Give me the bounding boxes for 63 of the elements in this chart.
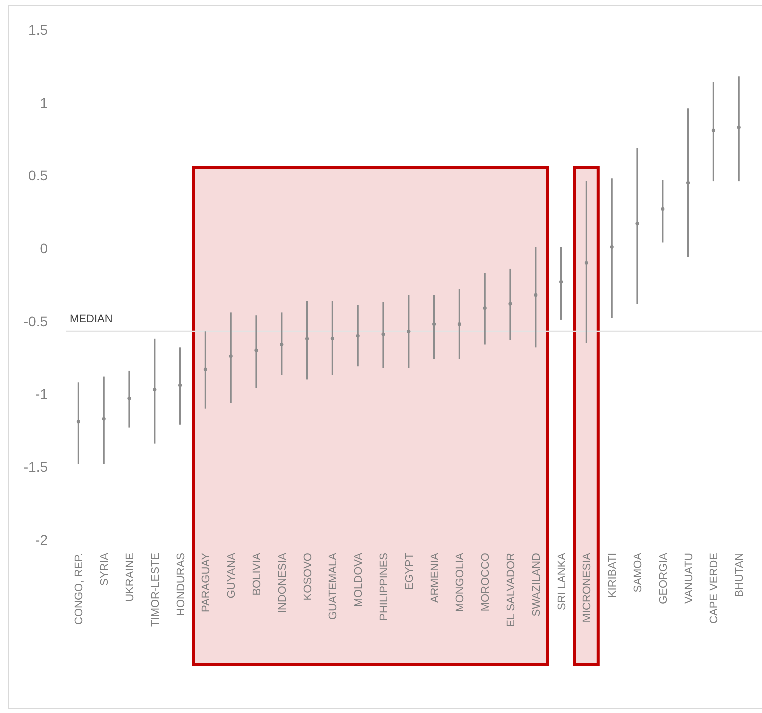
x-tick-label: MICRONESIA xyxy=(582,552,594,623)
x-tick-label: GUYANA xyxy=(226,552,238,599)
point xyxy=(636,222,640,226)
point xyxy=(204,368,208,372)
x-tick-label: MONGOLIA xyxy=(454,552,467,612)
point xyxy=(102,417,106,421)
point xyxy=(432,322,436,326)
point xyxy=(382,332,386,336)
point xyxy=(356,334,360,338)
x-tick-label: SYRIA xyxy=(99,552,112,586)
x-tick-label: GUATEMALA xyxy=(328,552,340,620)
point xyxy=(254,348,258,352)
x-tick-label: ARMENIA xyxy=(429,552,442,604)
x-tick-label: UKRAINE xyxy=(124,553,136,602)
x-tick-label: INDONESIA xyxy=(276,552,289,614)
point xyxy=(128,396,132,400)
point xyxy=(560,280,564,284)
point xyxy=(737,126,741,130)
point xyxy=(686,181,690,185)
point xyxy=(610,245,614,249)
point xyxy=(661,207,665,212)
point xyxy=(712,128,716,132)
point xyxy=(407,330,411,334)
point xyxy=(508,302,512,306)
x-tick-label: BOLIVIA xyxy=(252,552,264,596)
x-tick-label: PARAGUAY xyxy=(200,552,213,612)
x-tick-label: CAPE VERDE xyxy=(708,553,721,624)
x-tick-label: TIMOR-LESTE xyxy=(150,553,162,627)
x-tick-label: PHILIPPINES xyxy=(378,553,390,621)
x-tick-label: GEORGIA xyxy=(658,552,670,604)
point xyxy=(483,306,487,310)
y-tick-label: 0 xyxy=(40,240,48,256)
y-tick-label: 1.5 xyxy=(28,22,48,38)
point xyxy=(584,261,588,265)
x-tick-label: KOSOVO xyxy=(302,552,314,601)
point xyxy=(153,388,157,392)
point xyxy=(280,342,284,347)
x-tick-label: BHUTAN xyxy=(734,552,746,598)
point xyxy=(76,420,80,424)
point xyxy=(178,384,182,388)
x-tick-label: VANUATU xyxy=(683,552,696,604)
point xyxy=(534,293,538,297)
x-tick-label: KIRIBATI xyxy=(607,553,620,598)
y-tick-label: -0.5 xyxy=(24,313,48,330)
y-tick-label: 0.5 xyxy=(28,168,48,184)
x-tick-label: MOROCCO xyxy=(480,552,492,612)
x-tick-label: SAMOA xyxy=(632,552,644,593)
y-tick-label: -2 xyxy=(36,532,48,548)
point xyxy=(229,354,233,358)
point xyxy=(306,337,310,341)
point xyxy=(330,337,334,341)
y-tick-label: 1 xyxy=(40,94,48,111)
x-tick-label: EL SALVADOR xyxy=(506,552,518,628)
ref-line-label: MEDIAN xyxy=(70,314,113,326)
x-tick-label: SWAZILAND xyxy=(530,552,543,617)
x-tick-label: SRI LANKA xyxy=(556,552,568,610)
y-tick-label: -1 xyxy=(36,386,48,402)
x-tick-label: CONGO, REP. xyxy=(74,553,86,625)
x-tick-label: EGYPT xyxy=(404,552,416,590)
y-tick-label: -1.5 xyxy=(24,459,48,476)
x-tick-label: MOLDOVA xyxy=(353,552,366,608)
x-tick-label: HONDURAS xyxy=(175,553,188,616)
point xyxy=(458,322,462,326)
